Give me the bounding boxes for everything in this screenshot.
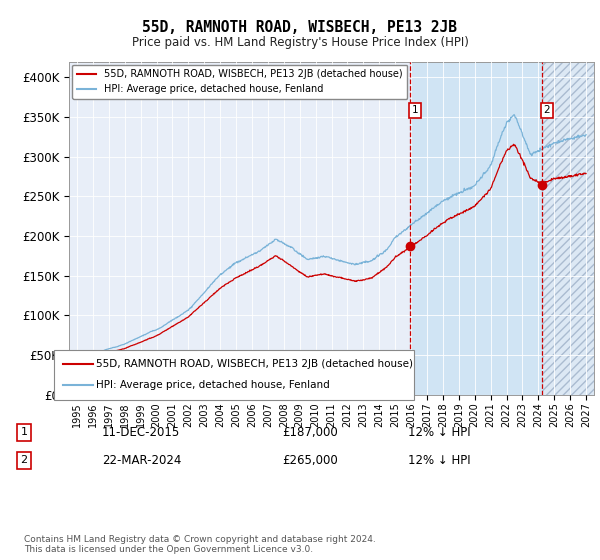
- Text: HPI: Average price, detached house, Fenland: HPI: Average price, detached house, Fenl…: [96, 380, 330, 390]
- Text: £265,000: £265,000: [282, 454, 338, 467]
- Text: 12% ↓ HPI: 12% ↓ HPI: [408, 426, 470, 439]
- Text: Contains HM Land Registry data © Crown copyright and database right 2024.
This d: Contains HM Land Registry data © Crown c…: [24, 535, 376, 554]
- Text: 1: 1: [20, 427, 28, 437]
- Text: Price paid vs. HM Land Registry's House Price Index (HPI): Price paid vs. HM Land Registry's House …: [131, 36, 469, 49]
- Text: £187,000: £187,000: [282, 426, 338, 439]
- Text: 12% ↓ HPI: 12% ↓ HPI: [408, 454, 470, 467]
- Legend: 55D, RAMNOTH ROAD, WISBECH, PE13 2JB (detached house), HPI: Average price, detac: 55D, RAMNOTH ROAD, WISBECH, PE13 2JB (de…: [72, 64, 407, 99]
- Text: 22-MAR-2024: 22-MAR-2024: [102, 454, 181, 467]
- Bar: [542, 62, 594, 395]
- Text: 2: 2: [20, 455, 28, 465]
- Text: 2: 2: [544, 105, 550, 115]
- Text: 11-DEC-2015: 11-DEC-2015: [102, 426, 180, 439]
- Text: 55D, RAMNOTH ROAD, WISBECH, PE13 2JB (detached house): 55D, RAMNOTH ROAD, WISBECH, PE13 2JB (de…: [96, 359, 413, 369]
- Text: 55D, RAMNOTH ROAD, WISBECH, PE13 2JB: 55D, RAMNOTH ROAD, WISBECH, PE13 2JB: [143, 20, 458, 35]
- Bar: [410, 62, 542, 395]
- Text: 1: 1: [412, 105, 418, 115]
- Bar: [542, 62, 594, 395]
